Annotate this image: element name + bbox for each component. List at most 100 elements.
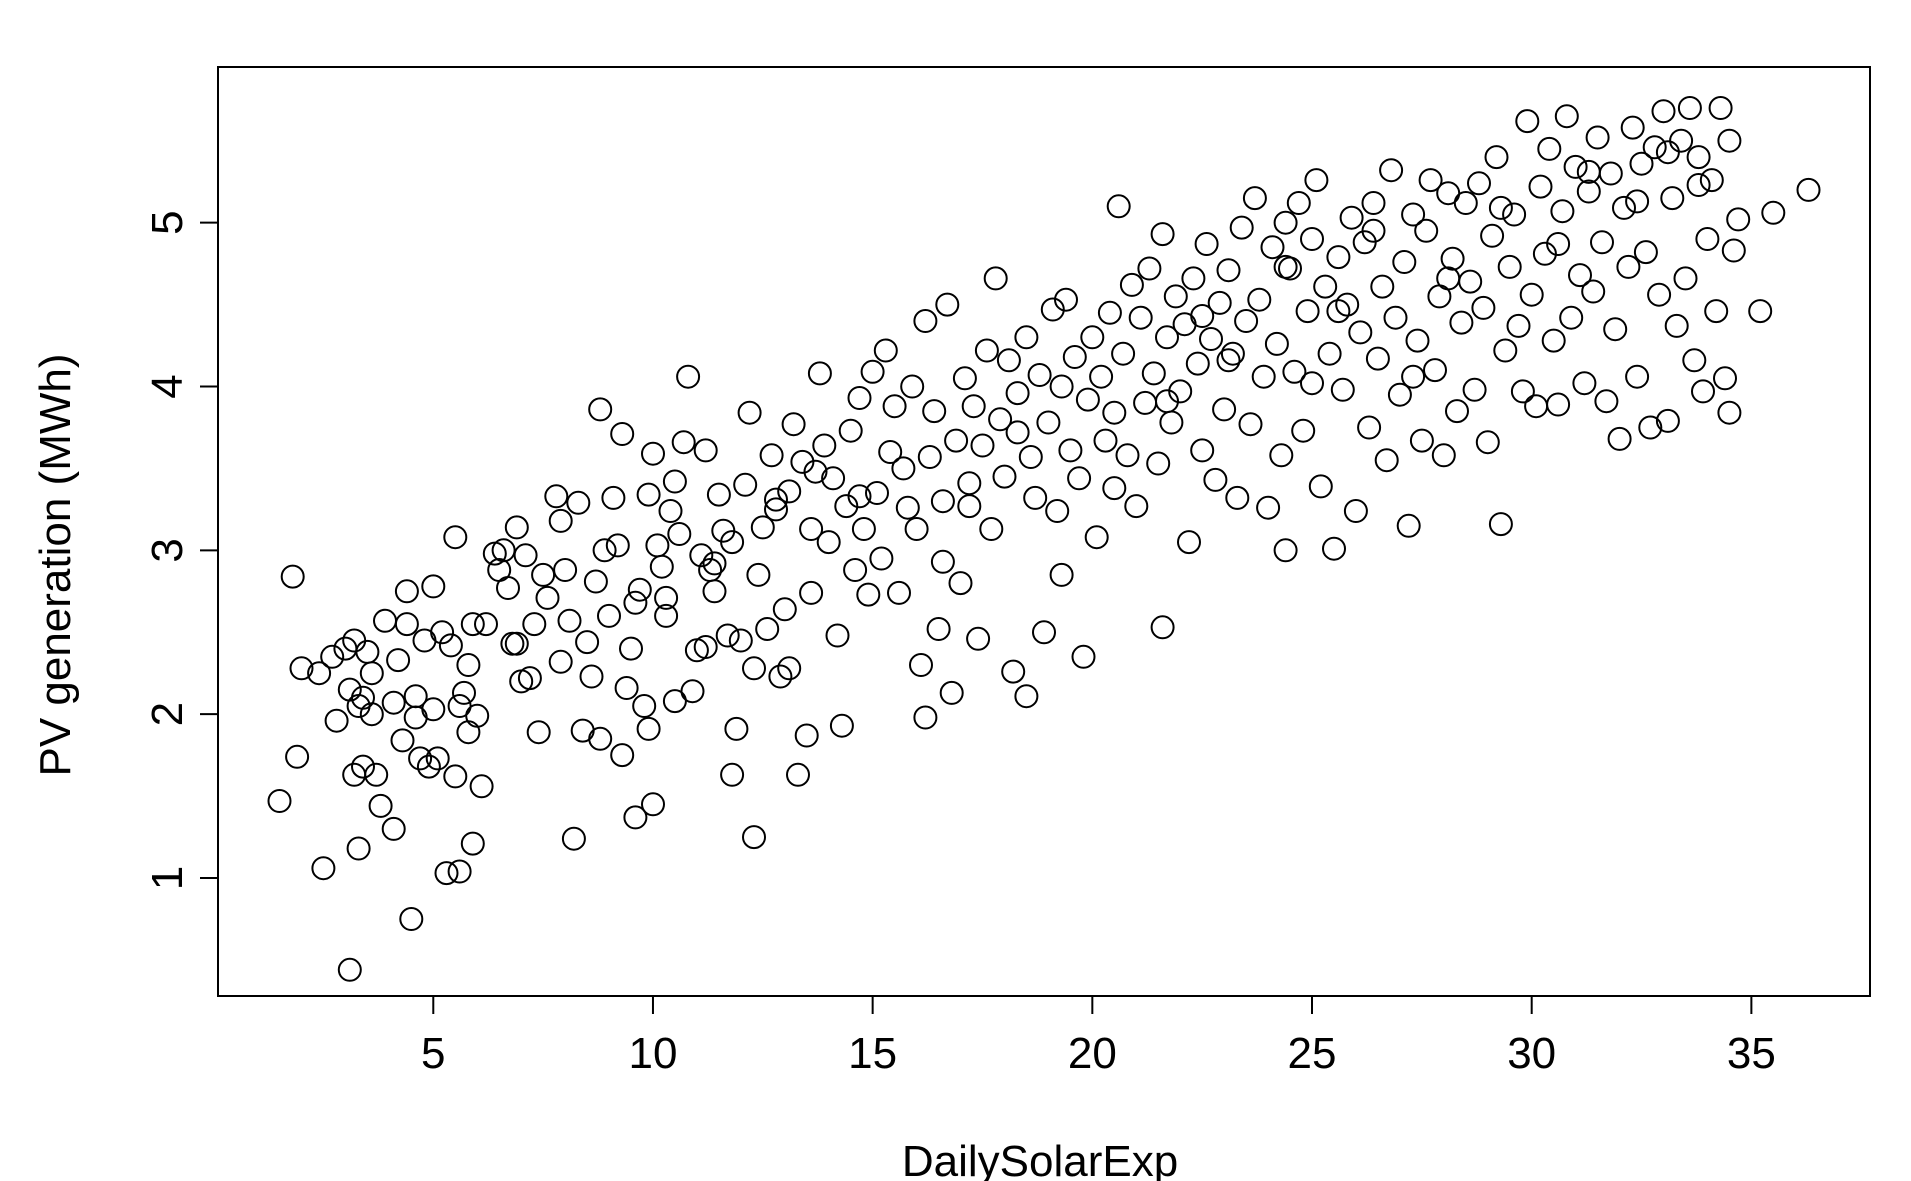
data-point — [1049, 374, 1074, 399]
data-point — [1286, 191, 1311, 215]
data-point — [1137, 256, 1162, 281]
data-point — [1326, 245, 1351, 270]
data-point — [702, 579, 727, 604]
data-point — [1150, 615, 1175, 640]
data-point — [1590, 230, 1614, 255]
data-point — [496, 576, 520, 600]
data-point — [1387, 382, 1412, 407]
data-point — [1528, 174, 1553, 199]
data-point — [1058, 438, 1083, 463]
data-point — [1506, 313, 1531, 338]
data-point — [1660, 186, 1685, 211]
data-point — [816, 530, 841, 555]
x-tick-label: 30 — [1507, 1029, 1556, 1078]
data-point — [1686, 145, 1711, 170]
data-point — [930, 489, 955, 514]
data-point — [399, 907, 424, 931]
data-point — [1163, 284, 1188, 309]
data-point — [1203, 467, 1228, 492]
data-point — [1497, 254, 1522, 279]
data-point — [1216, 348, 1241, 373]
data-point — [1370, 274, 1395, 299]
data-point — [909, 653, 933, 677]
data-point — [742, 825, 766, 850]
data-point — [641, 441, 665, 466]
data-point — [280, 564, 305, 589]
data-point — [869, 546, 894, 571]
data-point — [654, 585, 679, 610]
data-point — [1576, 159, 1601, 184]
data-point — [1401, 202, 1426, 227]
y-tick-label: 3 — [143, 538, 192, 562]
data-point — [1550, 199, 1575, 224]
data-point — [381, 690, 406, 715]
data-point — [1453, 191, 1478, 215]
data-point — [522, 612, 547, 637]
data-point — [1339, 205, 1364, 230]
data-point — [526, 720, 551, 745]
data-point — [1401, 364, 1426, 389]
data-point — [1097, 300, 1122, 325]
x-axis: 5 10 15 20 25 30 35 — [421, 995, 1776, 1078]
data-point — [1594, 389, 1619, 414]
data-point — [1018, 445, 1043, 469]
data-point — [1572, 371, 1597, 396]
data-point — [1335, 292, 1360, 317]
data-point — [654, 603, 679, 628]
data-point — [1642, 135, 1667, 160]
x-tick-label: 10 — [628, 1029, 677, 1078]
data-point — [1603, 317, 1628, 342]
data-point — [588, 726, 613, 751]
data-point — [1300, 371, 1324, 396]
data-point — [1361, 191, 1386, 215]
data-point — [386, 648, 411, 673]
y-tick-label: 5 — [143, 210, 192, 234]
data-point — [1273, 210, 1298, 235]
data-point — [1616, 254, 1641, 279]
data-point — [408, 746, 433, 771]
data-point — [913, 309, 938, 333]
data-point — [1484, 145, 1509, 170]
data-point — [847, 484, 872, 509]
data-point — [1515, 109, 1540, 134]
data-point — [1014, 684, 1039, 709]
data-point — [491, 538, 516, 563]
data-point — [856, 582, 881, 607]
data-point — [588, 397, 613, 422]
data-point — [944, 428, 969, 453]
data-point — [742, 656, 766, 681]
data-point — [597, 603, 621, 628]
data-point — [1317, 341, 1342, 366]
data-point — [1651, 99, 1676, 124]
data-point — [1423, 358, 1447, 383]
data-point — [1322, 536, 1346, 561]
data-point — [777, 656, 802, 681]
data-point — [1686, 173, 1711, 197]
data-point — [1102, 400, 1127, 425]
data-point — [720, 762, 745, 787]
data-point — [1062, 345, 1087, 369]
data-point — [513, 543, 538, 568]
data-point — [1155, 389, 1179, 414]
x-axis-label: DailySolarExp — [902, 1137, 1178, 1181]
data-point — [768, 664, 793, 689]
data-point — [1207, 290, 1232, 315]
data-point — [1005, 420, 1030, 445]
data-point — [966, 626, 991, 651]
data-point — [1032, 620, 1056, 645]
data-point — [680, 679, 705, 704]
data-point — [746, 562, 771, 587]
data-point — [658, 499, 683, 523]
data-point — [1607, 426, 1632, 451]
data-point — [561, 826, 586, 851]
data-point — [1216, 258, 1241, 283]
data-point — [1682, 348, 1707, 373]
data-point — [689, 543, 714, 568]
data-point — [807, 361, 832, 386]
x-tick-label: 25 — [1288, 1029, 1337, 1078]
data-point — [755, 617, 780, 641]
data-point — [324, 708, 349, 733]
data-point — [504, 631, 529, 656]
data-point — [1625, 189, 1650, 214]
data-point — [926, 617, 951, 641]
